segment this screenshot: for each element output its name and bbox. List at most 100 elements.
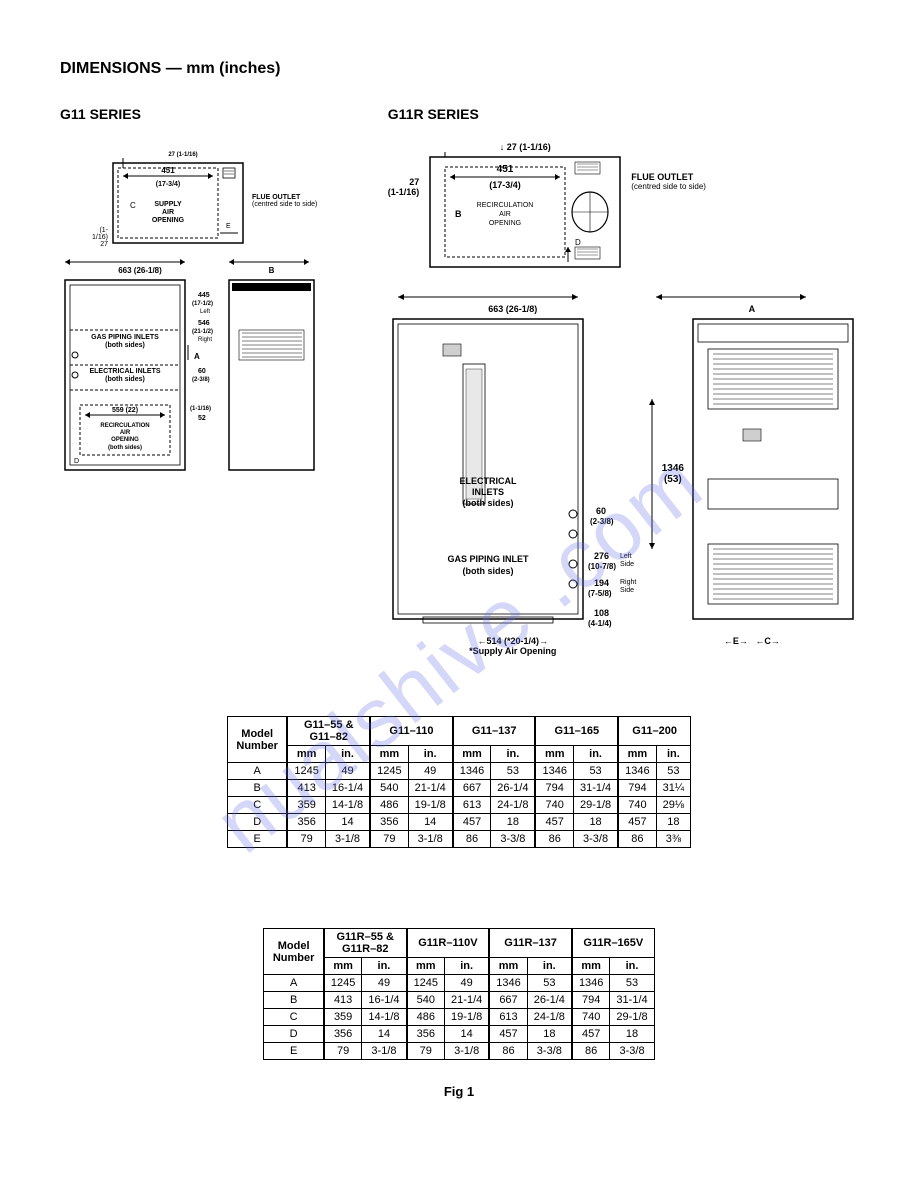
svg-text:OPENING: OPENING	[489, 220, 521, 227]
g11-side-diagram	[224, 275, 319, 475]
dimensions-table-g11r: ModelNumberG11R–55 &G11R–82G11R–110VG11R…	[263, 928, 654, 1060]
table-cell: 486	[370, 797, 408, 814]
svg-text:AIR: AIR	[120, 430, 131, 436]
svg-text:546: 546	[198, 320, 210, 327]
svg-text:Right: Right	[620, 579, 636, 586]
svg-text:(4-1/4): (4-1/4)	[588, 619, 612, 628]
table-cell: 356	[287, 814, 325, 831]
table-header-model: ModelNumber	[227, 717, 287, 763]
table-header-model-3: G11–165	[535, 717, 618, 746]
table-cell: 53	[491, 763, 536, 780]
svg-text:Side: Side	[620, 561, 634, 568]
table-header-model-2: G11–137	[453, 717, 536, 746]
svg-text:(both sides): (both sides)	[105, 342, 145, 349]
table-cell: 29-1/8	[610, 1009, 654, 1026]
svg-text:(17-3/4): (17-3/4)	[490, 180, 522, 190]
table-unit-mm: mm	[370, 746, 408, 763]
table-cell: 3-1/8	[325, 831, 370, 848]
table-cell: 18	[491, 814, 536, 831]
table-cell: 457	[535, 814, 573, 831]
table-unit-mm: mm	[407, 958, 445, 975]
g11r-front-diagram: ELECTRICAL INLETS (both sides) GAS PIPIN…	[388, 314, 638, 634]
g11-top-left-27n: 27	[90, 241, 108, 248]
svg-text:GAS PIPING INLETS: GAS PIPING INLETS	[91, 334, 159, 341]
table-row-label: C	[264, 1009, 324, 1026]
table-cell: 613	[489, 1009, 527, 1026]
svg-text:B: B	[455, 209, 462, 219]
table-cell: 86	[535, 831, 573, 848]
figure-label: Fig 1	[60, 1084, 858, 1099]
svg-text:559 (22): 559 (22)	[112, 407, 138, 414]
table-row: D35614356144571845718	[264, 1026, 654, 1043]
g11-top-diagram: 451 (17-3/4) C SUPPLY AIR OPENING E	[108, 158, 248, 248]
svg-text:AIR: AIR	[162, 209, 174, 216]
table-cell: 1346	[453, 763, 491, 780]
g11-top-left-27-in: (1-1/16)	[90, 227, 108, 241]
table-unit-mm: mm	[572, 958, 610, 975]
table-unit-mm: mm	[453, 746, 491, 763]
table-cell: 356	[370, 814, 408, 831]
table-cell: 26-1/4	[491, 780, 536, 797]
g11-B: B	[224, 266, 319, 275]
table-cell: 3-3/8	[610, 1043, 654, 1060]
table-cell: 16-1/4	[362, 992, 407, 1009]
table-cell: 18	[656, 814, 690, 831]
table-unit-in: in.	[656, 746, 690, 763]
table-cell: 356	[407, 1026, 445, 1043]
table-header-model: ModelNumber	[264, 929, 324, 975]
g11r-1346in: (53)	[662, 474, 684, 485]
table-row-label: B	[227, 780, 287, 797]
svg-text:(2-3/8): (2-3/8)	[590, 517, 614, 526]
svg-text:ELECTRICAL INLETS: ELECTRICAL INLETS	[89, 368, 160, 375]
table-cell: 740	[535, 797, 573, 814]
table-row-label: D	[227, 814, 287, 831]
svg-text:(2-3/8): (2-3/8)	[192, 377, 210, 383]
dimensions-table-g11: ModelNumberG11–55 &G11–82G11–110G11–137G…	[227, 716, 691, 848]
table-unit-in: in.	[610, 958, 654, 975]
g11r-top-dim27: 27 (1-1/16)	[507, 142, 551, 152]
table-cell: 86	[572, 1043, 610, 1060]
table-cell: 53	[656, 763, 690, 780]
table-cell: 19-1/8	[408, 797, 453, 814]
table-cell: 794	[618, 780, 656, 797]
g11-flue-sub: (centred side to side)	[252, 201, 317, 208]
svg-text:(both sides): (both sides)	[462, 566, 513, 576]
svg-text:Left: Left	[620, 553, 632, 560]
table-cell: 1346	[618, 763, 656, 780]
svg-text:A: A	[194, 352, 200, 361]
svg-text:52: 52	[198, 415, 206, 422]
table-cell: 49	[362, 975, 407, 992]
page: DIMENSIONS — mm (inches) G11 SERIES (1-1…	[0, 0, 918, 1119]
svg-text:(both sides): (both sides)	[108, 445, 142, 451]
svg-text:E: E	[226, 223, 231, 230]
table-cell: 1346	[572, 975, 610, 992]
table-cell: 359	[287, 797, 325, 814]
table-row: E793-1/8793-1/8863-3/8863-3/8863⅜	[227, 831, 690, 848]
svg-text:SUPPLY: SUPPLY	[154, 201, 182, 208]
table-row: C35914-1/848619-1/861324-1/874029-1/8	[264, 1009, 654, 1026]
table-cell: 3-1/8	[408, 831, 453, 848]
table-cell: 21-1/4	[408, 780, 453, 797]
g11r-top-diagram: 451 (17-3/4) B RECIRCULATION AIR OPENING	[425, 152, 625, 272]
table-header-model-2: G11R–137	[489, 929, 572, 958]
table-unit-in: in.	[573, 746, 618, 763]
table-cell: 14-1/8	[325, 797, 370, 814]
g11r-A: A	[646, 304, 858, 314]
table-row-label: C	[227, 797, 287, 814]
table-cell: 29-1/8	[573, 797, 618, 814]
table-unit-in: in.	[445, 958, 490, 975]
table-cell: 1245	[324, 975, 362, 992]
table-row-label: E	[227, 831, 287, 848]
table-cell: 14	[408, 814, 453, 831]
table-unit-in: in.	[362, 958, 407, 975]
table-cell: 613	[453, 797, 491, 814]
table-cell: 21-1/4	[445, 992, 490, 1009]
table-cell: 3-1/8	[445, 1043, 490, 1060]
table-unit-mm: mm	[489, 958, 527, 975]
table-cell: 1346	[535, 763, 573, 780]
svg-text:(both sides): (both sides)	[462, 498, 513, 508]
table-cell: 457	[489, 1026, 527, 1043]
table-unit-mm: mm	[535, 746, 573, 763]
svg-text:AIR: AIR	[499, 211, 511, 218]
svg-text:(21-1/2): (21-1/2)	[192, 329, 213, 335]
